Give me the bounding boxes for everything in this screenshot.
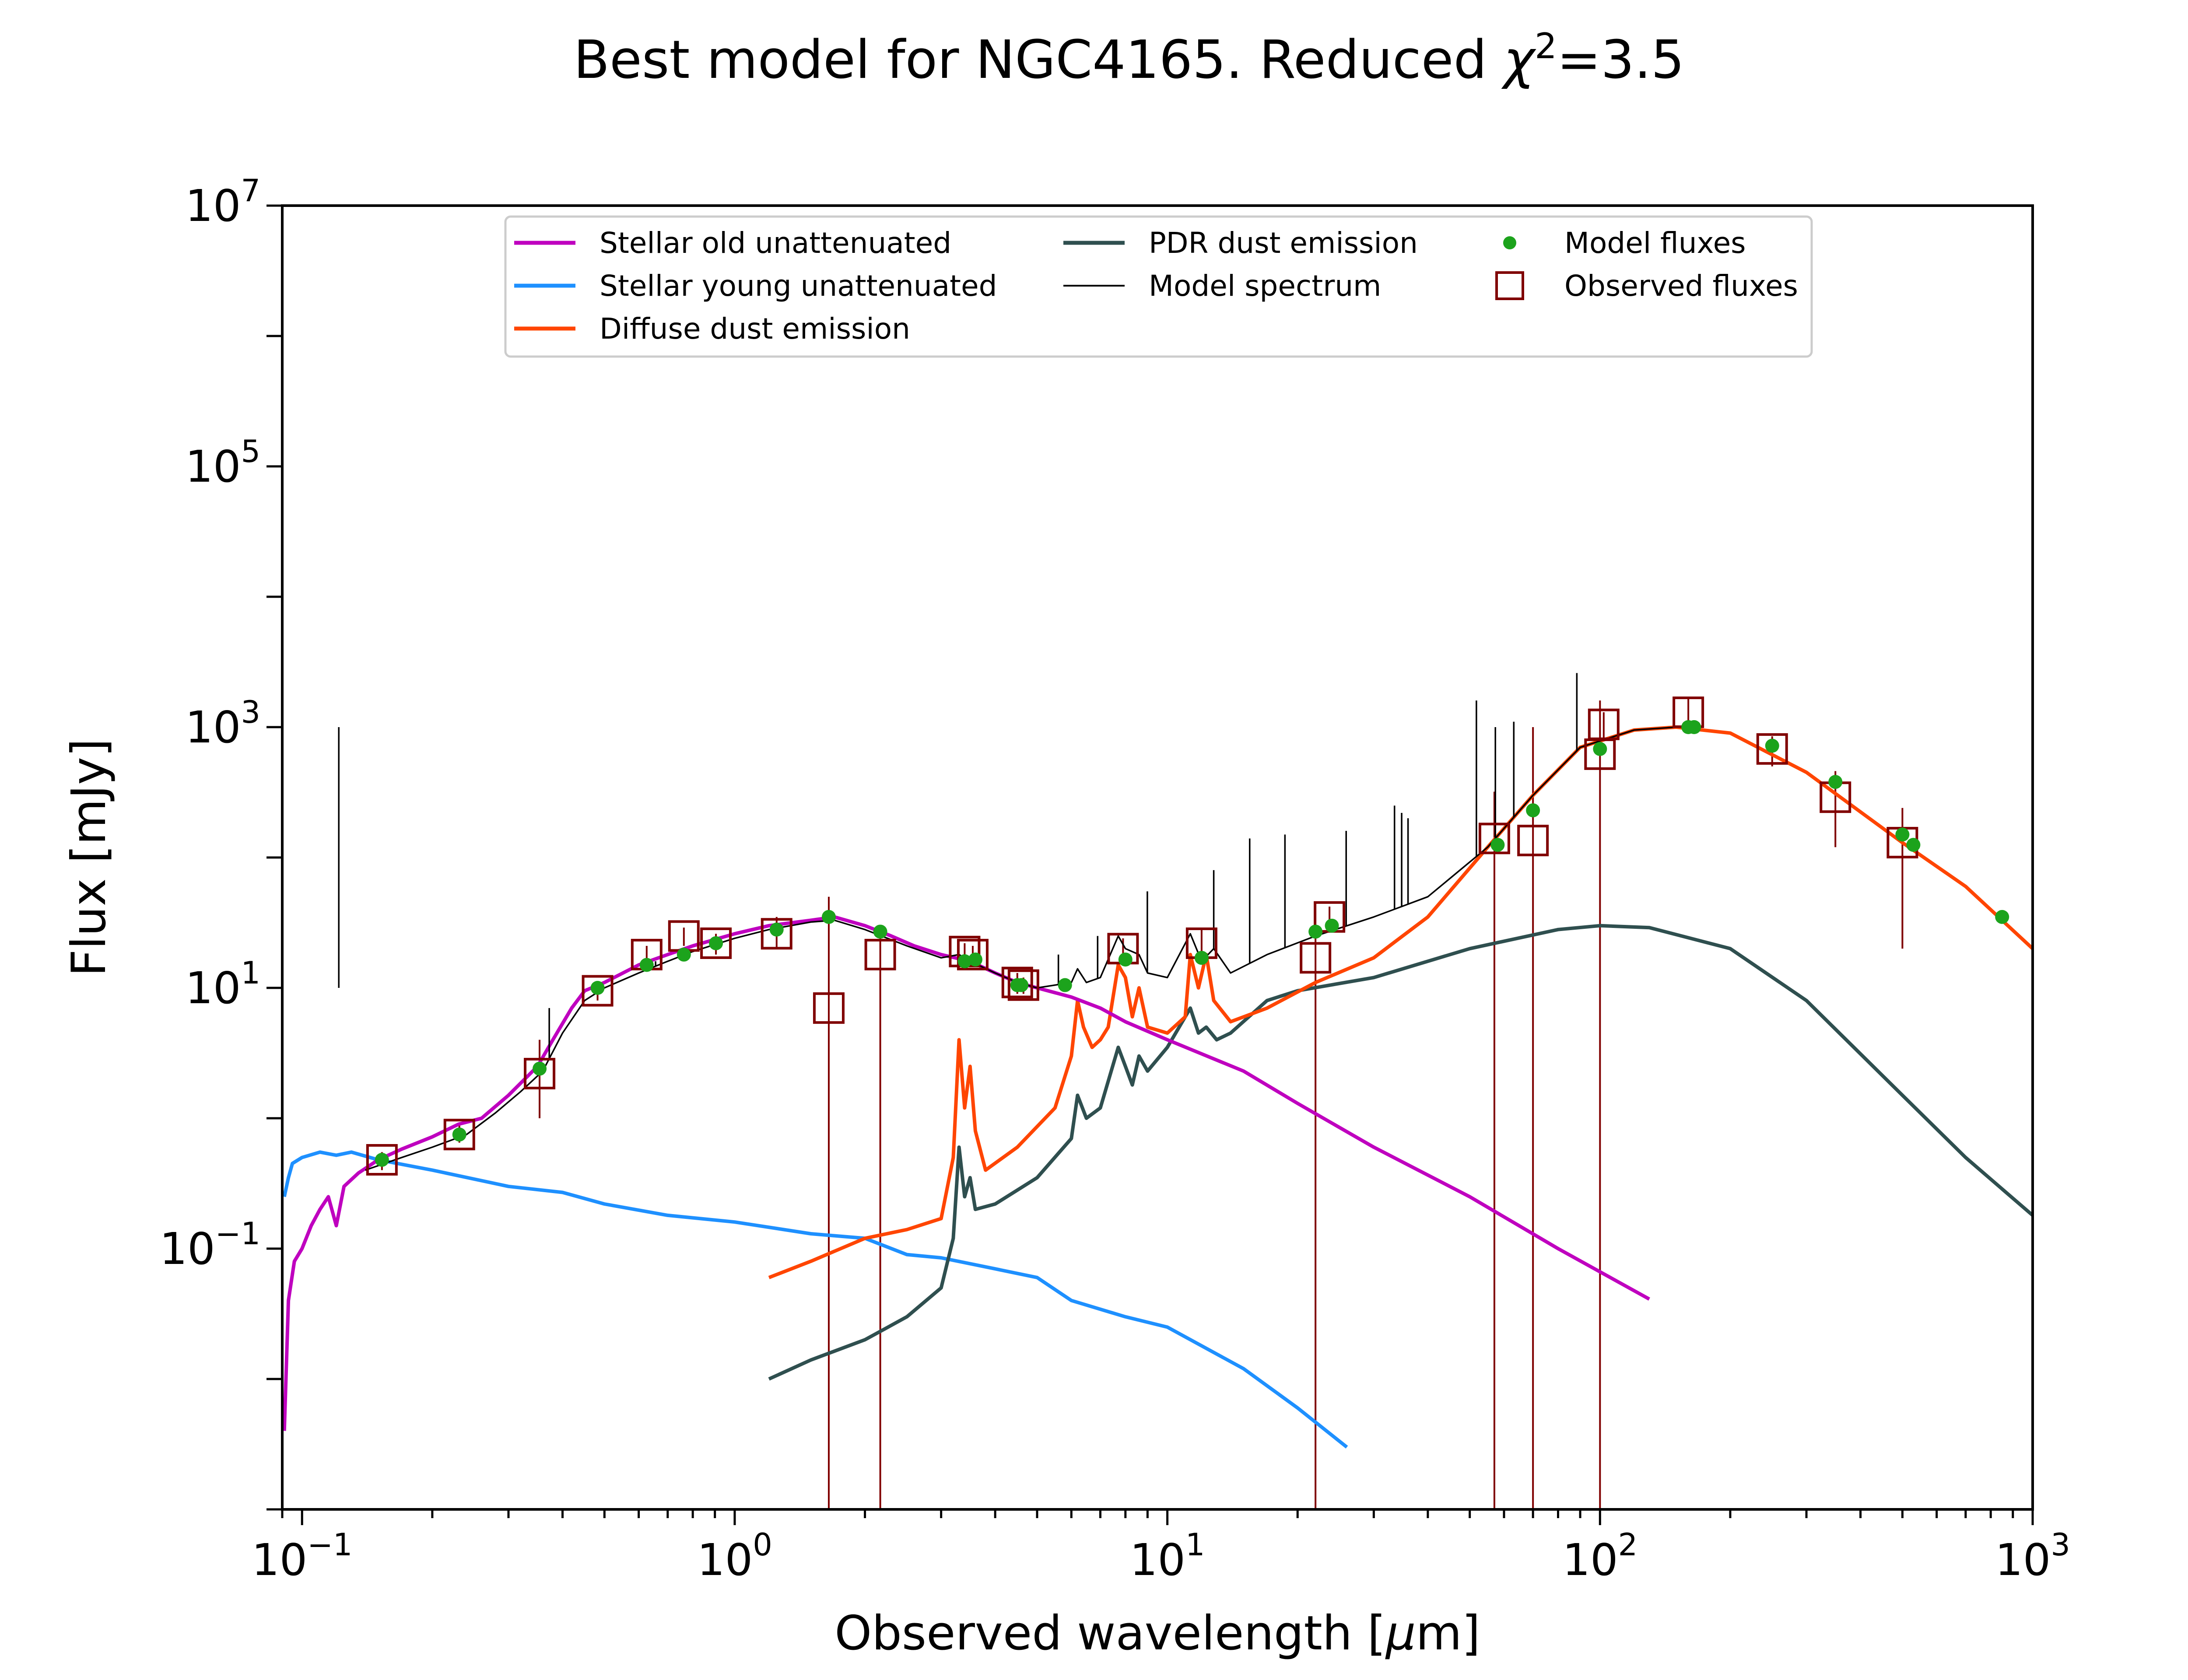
observed-flux-marker (1007, 969, 1039, 1001)
x-tick-label: 103 (1995, 1527, 2070, 1586)
x-tick-label: 102 (1562, 1527, 1637, 1586)
legend-label: Stellar young unattenuated (600, 269, 997, 303)
model-flux-point (1014, 978, 1029, 992)
x-tick-label: 10−1 (252, 1527, 352, 1586)
model-flux-point (1687, 720, 1701, 734)
model-flux-point (1828, 775, 1843, 789)
legend-label: PDR dust emission (1149, 226, 1418, 260)
legend-label: Model spectrum (1149, 269, 1381, 303)
model-flux-point (1593, 742, 1607, 756)
model-flux-point (968, 952, 982, 967)
observed-flux-marker (813, 992, 845, 1024)
observed-flux-marker (366, 1144, 398, 1176)
observed-flux-marker (864, 938, 896, 970)
observed-flux-marker (582, 975, 614, 1007)
plot-clip-group (282, 673, 2033, 1509)
observed-flux-marker (761, 918, 792, 950)
observed-flux-marker (1756, 733, 1788, 765)
legend: Stellar old unattenuated Stellar young un… (504, 215, 1813, 358)
y-tick-label: 107 (185, 173, 260, 231)
model-flux-point (1058, 978, 1072, 992)
x-tick-label: 101 (1130, 1527, 1205, 1586)
legend-label: Stellar old unattenuated (600, 226, 951, 260)
observed-flux-marker (1517, 825, 1549, 857)
observed-flux-marker (1300, 942, 1332, 974)
chart-title: Best model for NGC4165. Reduced χ2=3.5 (574, 26, 1685, 91)
y-axis-label: Flux [mJy] (62, 738, 116, 976)
model-flux-point (1526, 803, 1540, 818)
model-flux-point (1490, 838, 1505, 852)
legend-box (504, 215, 1813, 358)
observed-flux-marker (1001, 966, 1033, 998)
model-flux-point (821, 910, 836, 924)
y-tick-label: 105 (185, 434, 260, 492)
model-flux-point (533, 1061, 547, 1076)
observed-flux-marker (443, 1119, 475, 1151)
model-flux-point (1995, 910, 2009, 924)
stellar-young-line (282, 1150, 1348, 1449)
model-flux-point (1325, 918, 1339, 933)
model-flux-point (677, 947, 691, 962)
observed-flux-marker (957, 938, 989, 970)
model-flux-point (769, 922, 784, 937)
model-flux-point (709, 936, 723, 950)
model-flux-point (1308, 924, 1323, 939)
model-flux-point (1765, 738, 1779, 753)
model-flux-point (873, 924, 887, 939)
legend-label: Model fluxes (1564, 226, 1746, 260)
model-flux-point (452, 1127, 466, 1142)
observed-flux-marker (1478, 822, 1510, 854)
model-flux-point (957, 954, 972, 969)
plot-area (282, 673, 2033, 1509)
axes: 10−1 100 101 102 103 10−1 101 103 105 107 (160, 173, 2070, 1586)
observed-flux-marker (1588, 708, 1620, 740)
x-axis-label: Observed wavelength [μm] (835, 1606, 1480, 1661)
y-tick-label: 103 (185, 694, 260, 753)
legend-label: Diffuse dust emission (600, 312, 910, 346)
legend-swatch-model-fluxes (1503, 236, 1516, 249)
model-flux-point (1906, 838, 1921, 852)
y-tick-label: 101 (185, 955, 260, 1014)
model-flux-point (590, 981, 605, 995)
pdr-dust-line (768, 924, 2033, 1381)
observed-flux-marker (700, 927, 732, 959)
model-flux-point (1194, 951, 1209, 965)
legend-swatch-observed-fluxes (1495, 271, 1524, 300)
x-tick-label: 100 (697, 1527, 772, 1586)
model-flux-point (1895, 827, 1910, 842)
model-flux-point (1118, 952, 1133, 967)
legend-label: Observed fluxes (1564, 269, 1798, 303)
y-tick-label: 10−1 (160, 1216, 260, 1274)
observed-flux-marker (524, 1057, 556, 1089)
model-flux-point (639, 958, 654, 972)
model-flux-point (375, 1152, 389, 1167)
